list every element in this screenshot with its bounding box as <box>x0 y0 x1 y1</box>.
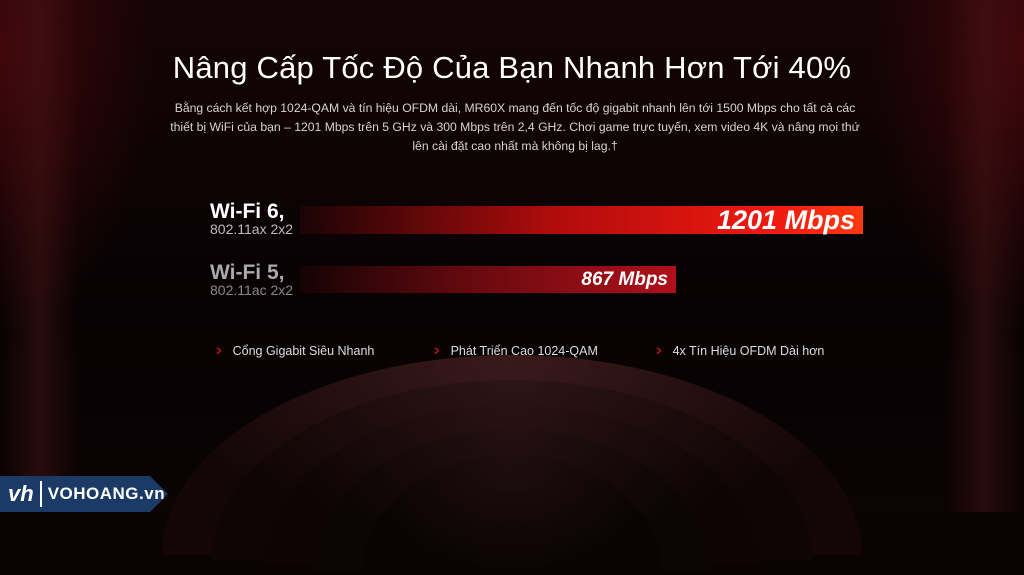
wifi5-speed: 867 Mbps <box>581 268 668 290</box>
chevron-right-icon: > <box>216 343 222 358</box>
page-title: Nâng Cấp Tốc Độ Của Bạn Nhanh Hơn Tới 40… <box>172 50 852 85</box>
wifi6-speed: 1201 Mbps <box>716 204 855 235</box>
feature-item: > Phát Triển Cao 1024-QAM <box>434 343 598 358</box>
chevron-right-icon: > <box>434 343 440 358</box>
feature-item: >4x Tín Hiệu OFDM Dài hơn <box>656 343 825 358</box>
description: Bằng cách kết hợp 1024-QAM và tín hiệu O… <box>170 101 860 153</box>
wifi6-bar: 1201 Mbps <box>300 204 863 235</box>
logo-name: VOHOANG.vn <box>47 484 166 503</box>
left-pillar <box>0 0 80 512</box>
feature-item: > Cổng Gigabit Siêu Nhanh <box>216 343 375 358</box>
wifi5-bar: 867 Mbps <box>300 266 676 293</box>
logo-mark: vh <box>8 481 42 507</box>
watermark-logo: vh VOHOANG.vn <box>0 476 168 512</box>
wifi5-label: Wi-Fi 5, 802.11ac 2x2 <box>210 261 294 298</box>
wifi6-label: Wi-Fi 6, 802.11ax 2x2 <box>210 200 294 237</box>
chevron-right-icon: > <box>656 343 662 358</box>
